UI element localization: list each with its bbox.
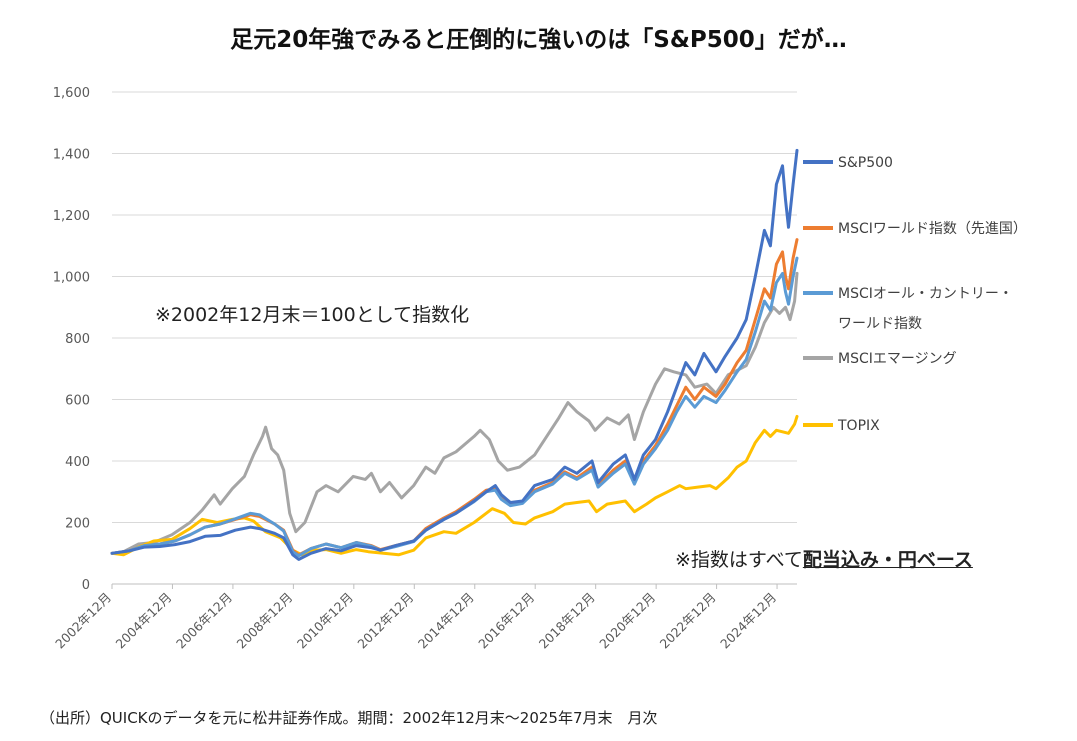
x-tick-label: 2018年12月 [536, 590, 598, 652]
series-lines [110, 148, 799, 561]
legend-label: MSCIオール・カントリー・ [838, 286, 1013, 302]
x-tick-label: 2020年12月 [596, 590, 658, 652]
x-tick-label: 2004年12月 [113, 590, 175, 652]
legend-label: MSCIエマージング [838, 351, 957, 367]
x-tick-label: 2006年12月 [173, 590, 235, 652]
y-tick-label: 1,200 [53, 209, 90, 224]
x-axis: 2002年12月2004年12月2006年12月2008年12月2010年12月… [52, 583, 797, 652]
y-tick-label: 1,600 [53, 86, 90, 101]
legend-label: MSCIワールド指数（先進国） [838, 221, 1027, 237]
dividend-note-emphasis: 配当込み・円ベース [802, 549, 973, 571]
series-line [110, 148, 799, 561]
x-tick-label: 2024年12月 [717, 590, 779, 652]
gridlines [112, 91, 797, 585]
legend-label: S&P500 [838, 155, 893, 171]
y-tick-label: 200 [65, 517, 90, 532]
chart-title: 足元20年強でみると圧倒的に強いのは「S&P500」だが… [230, 27, 847, 53]
x-tick-label: 2014年12月 [415, 590, 477, 652]
series-line [110, 414, 799, 557]
y-tick-label: 0 [82, 578, 90, 593]
legend-label: ワールド指数 [838, 316, 922, 332]
series-line [110, 238, 799, 557]
x-tick-label: 2012年12月 [354, 590, 416, 652]
x-tick-label: 2016年12月 [475, 590, 537, 652]
y-tick-label: 1,400 [53, 148, 90, 163]
legend-label: TOPIX [837, 418, 880, 434]
y-tick-label: 1,000 [53, 271, 90, 286]
index-note: ※2002年12月末＝100として指数化 [155, 304, 470, 326]
x-tick-label: 2008年12月 [233, 590, 295, 652]
y-tick-label: 400 [65, 455, 90, 470]
dividend-note: ※指数はすべて配当込み・円ベース [675, 545, 973, 572]
source-note: （出所）QUICKのデータを元に松井証券作成。期間：2002年12月末～2025… [40, 709, 658, 727]
x-tick-label: 2010年12月 [294, 590, 356, 652]
x-tick-label: 2002年12月 [52, 590, 114, 652]
y-tick-label: 800 [65, 332, 90, 347]
y-axis-ticks: 0 200 400 600 800 1,000 1,200 1,400 1,600 [53, 86, 90, 593]
series-line [110, 271, 799, 555]
series-line [110, 256, 799, 558]
dividend-note-prefix: ※指数はすべて [675, 549, 803, 571]
y-tick-label: 600 [65, 394, 90, 409]
legend: S&P500 MSCIワールド指数（先進国） MSCIオール・カントリー・ワールド指… [803, 155, 1027, 434]
x-tick-label: 2022年12月 [657, 590, 719, 652]
